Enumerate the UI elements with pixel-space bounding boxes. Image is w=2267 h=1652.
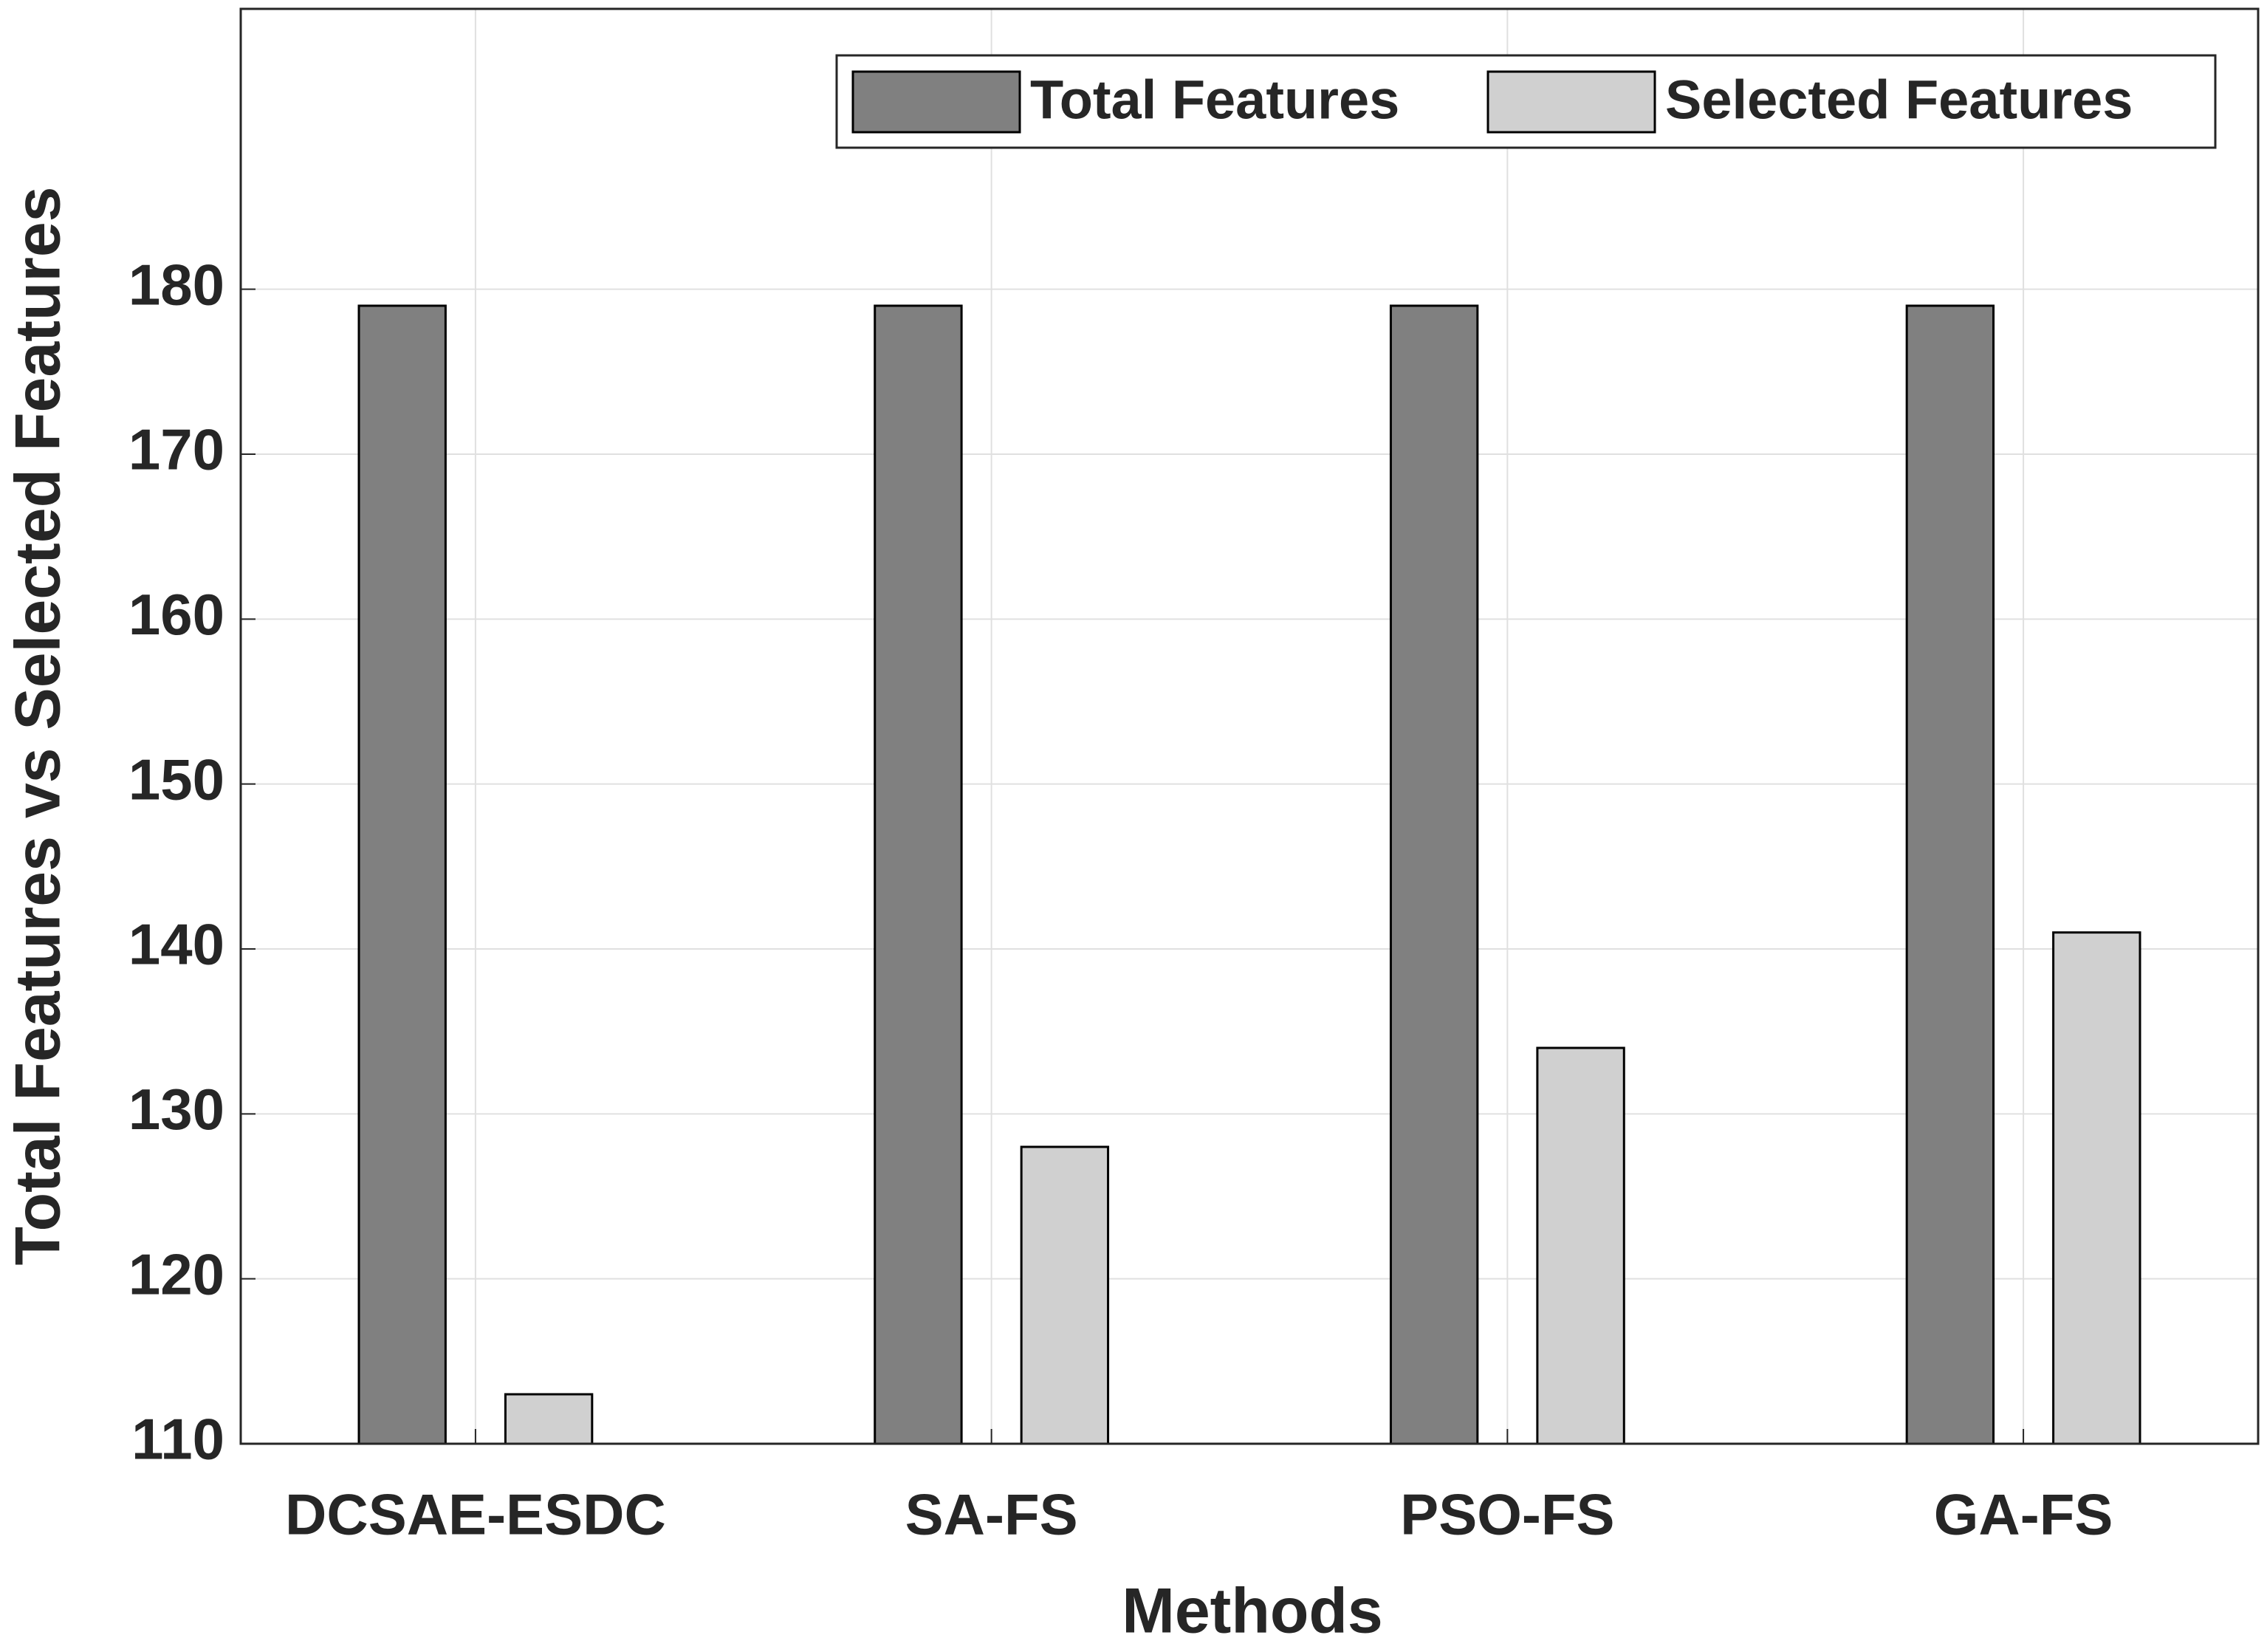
bar	[874, 304, 963, 1445]
y-tick-label: 150	[128, 747, 224, 812]
bar	[357, 304, 447, 1445]
y-tick-label: 110	[131, 1407, 224, 1472]
legend-label: Selected Features	[1665, 69, 2133, 131]
bar	[1536, 1046, 1625, 1445]
y-tick-label: 160	[128, 582, 224, 647]
bar	[2052, 931, 2141, 1445]
y-tick-label: 130	[128, 1077, 224, 1142]
x-tick-label: GA-FS	[1934, 1482, 2113, 1547]
axes-box	[239, 7, 2260, 1445]
y-axis-label: Total Features vs Selected Features	[3, 187, 74, 1266]
legend-label: Total Features	[1030, 69, 1399, 131]
bar	[504, 1393, 594, 1445]
legend-swatch	[1486, 70, 1656, 134]
y-tick-label: 170	[128, 417, 224, 482]
bar	[1389, 304, 1479, 1445]
y-tick-label: 140	[128, 912, 224, 977]
bar	[1020, 1145, 1110, 1445]
x-axis-label: Methods	[1122, 1576, 1383, 1647]
bar	[1905, 304, 1995, 1445]
y-tick-label: 120	[128, 1241, 224, 1306]
y-tick-label: 180	[128, 252, 224, 317]
x-tick-label: PSO-FS	[1400, 1482, 1614, 1547]
x-tick-label: SA-FS	[905, 1482, 1078, 1547]
legend-swatch	[851, 70, 1021, 134]
x-tick-label: DCSAE-ESDC	[285, 1482, 666, 1547]
